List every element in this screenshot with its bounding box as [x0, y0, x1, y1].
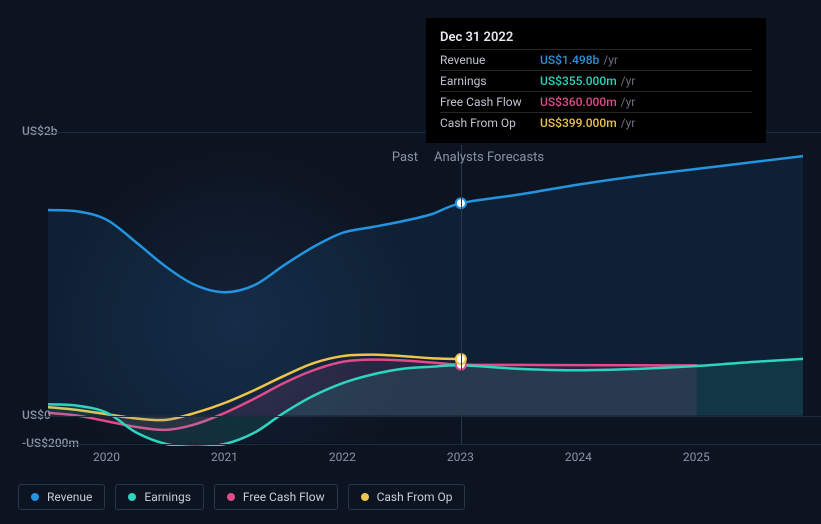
tooltip-row: Free Cash FlowUS$360.000m/yr: [440, 91, 752, 112]
legend-dot-icon: [227, 493, 235, 501]
y-axis-tick-label: -US$200m: [22, 436, 79, 450]
legend-label: Revenue: [47, 490, 92, 504]
tooltip-metric-label: Earnings: [440, 74, 540, 88]
x-axis-tick-label: 2023: [447, 450, 474, 464]
legend: Revenue Earnings Free Cash Flow Cash From O…: [18, 484, 465, 510]
x-axis-tick-label: 2024: [565, 450, 592, 464]
tooltip-row: Cash From OpUS$399.000m/yr: [440, 112, 752, 133]
legend-dot-icon: [128, 493, 136, 501]
past-forecast-divider: [461, 145, 462, 445]
y-axis-tick-label: US$2b: [22, 124, 58, 138]
legend-dot-icon: [31, 493, 39, 501]
tooltip-metric-value: US$1.498b: [540, 53, 599, 67]
x-axis-tick-label: 2020: [93, 450, 120, 464]
x-axis-tick-label: 2022: [329, 450, 356, 464]
legend-item-earnings[interactable]: Earnings: [115, 484, 204, 510]
legend-label: Earnings: [144, 490, 191, 504]
gridline: [30, 444, 821, 445]
tooltip-metric-suffix: /yr: [603, 53, 618, 67]
x-axis-tick-label: 2021: [211, 450, 238, 464]
tooltip-metric-suffix: /yr: [621, 116, 636, 130]
tooltip-metric-value: US$399.000m: [540, 116, 617, 130]
y-axis-tick-label: US$0: [22, 408, 51, 422]
tooltip-metric-value: US$360.000m: [540, 95, 617, 109]
gridline: [30, 416, 821, 417]
legend-dot-icon: [361, 493, 369, 501]
x-axis-tick-label: 2025: [683, 450, 710, 464]
legend-label: Free Cash Flow: [243, 490, 325, 504]
tooltip-metric-suffix: /yr: [621, 74, 636, 88]
legend-item-cash-from-op[interactable]: Cash From Op: [348, 484, 466, 510]
tooltip-row: EarningsUS$355.000m/yr: [440, 70, 752, 91]
legend-label: Cash From Op: [377, 490, 453, 504]
legend-item-free-cash-flow[interactable]: Free Cash Flow: [214, 484, 338, 510]
tooltip-metric-suffix: /yr: [621, 95, 636, 109]
tooltip-metric-label: Cash From Op: [440, 116, 540, 130]
legend-item-revenue[interactable]: Revenue: [18, 484, 105, 510]
past-label: Past: [392, 150, 418, 165]
chart-plot: [48, 132, 803, 446]
chart-container: Past Analysts Forecasts US$2b US$0 -US$200…: [0, 0, 821, 524]
tooltip-metric-label: Revenue: [440, 53, 540, 67]
forecast-label: Analysts Forecasts: [434, 150, 544, 165]
tooltip-row: RevenueUS$1.498b/yr: [440, 49, 752, 70]
tooltip-date: Dec 31 2022: [440, 26, 752, 49]
tooltip-metric-value: US$355.000m: [540, 74, 617, 88]
data-tooltip: Dec 31 2022 RevenueUS$1.498b/yrEarningsU…: [426, 18, 766, 143]
tooltip-metric-label: Free Cash Flow: [440, 95, 540, 109]
